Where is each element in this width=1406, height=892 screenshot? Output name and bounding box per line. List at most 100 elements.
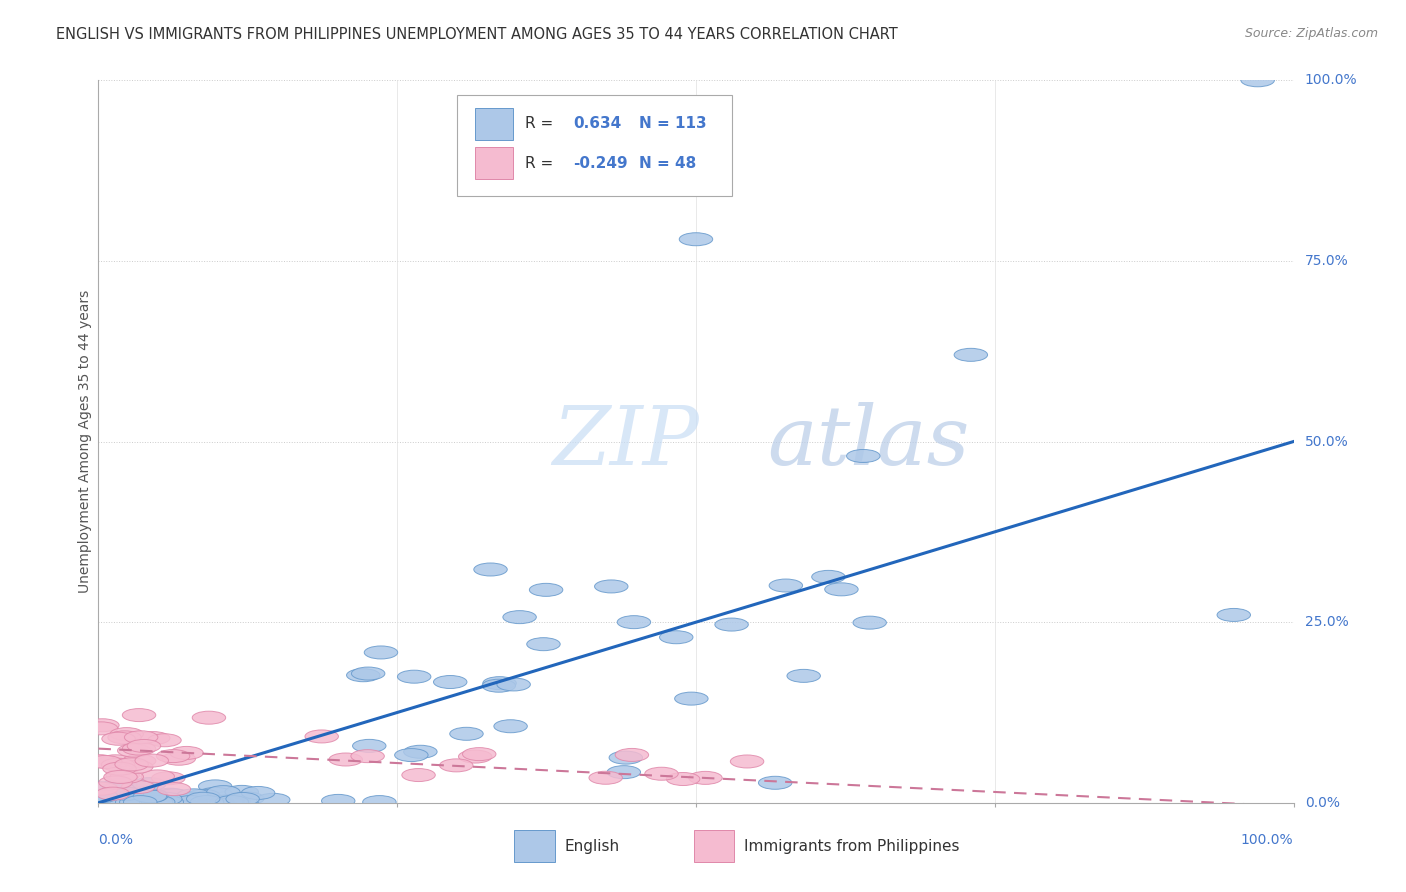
Ellipse shape — [86, 792, 120, 805]
Ellipse shape — [170, 747, 204, 759]
Ellipse shape — [433, 675, 467, 689]
Text: atlas: atlas — [768, 401, 970, 482]
Ellipse shape — [105, 790, 138, 803]
Ellipse shape — [148, 734, 181, 747]
Ellipse shape — [98, 755, 132, 768]
Ellipse shape — [156, 749, 190, 763]
Ellipse shape — [86, 791, 120, 804]
Ellipse shape — [124, 731, 157, 744]
Ellipse shape — [187, 789, 219, 802]
Ellipse shape — [146, 796, 180, 808]
Ellipse shape — [482, 679, 516, 692]
Ellipse shape — [142, 796, 174, 808]
Ellipse shape — [124, 796, 157, 808]
Text: 100.0%: 100.0% — [1305, 73, 1357, 87]
Text: 0.0%: 0.0% — [98, 833, 134, 847]
Ellipse shape — [84, 796, 118, 808]
Ellipse shape — [494, 720, 527, 732]
Ellipse shape — [118, 790, 152, 803]
Ellipse shape — [105, 769, 139, 782]
Text: R =: R = — [524, 116, 558, 131]
Ellipse shape — [117, 791, 150, 804]
Text: Immigrants from Philippines: Immigrants from Philippines — [744, 838, 959, 854]
Ellipse shape — [714, 618, 748, 631]
Ellipse shape — [84, 790, 118, 804]
Text: -0.249: -0.249 — [572, 156, 627, 171]
Ellipse shape — [169, 796, 202, 808]
Ellipse shape — [121, 796, 155, 808]
Ellipse shape — [187, 792, 219, 805]
Ellipse shape — [162, 752, 195, 765]
Ellipse shape — [329, 753, 363, 766]
Ellipse shape — [139, 793, 173, 805]
Ellipse shape — [955, 349, 987, 361]
Ellipse shape — [135, 789, 169, 803]
Ellipse shape — [193, 711, 226, 724]
Ellipse shape — [110, 788, 143, 800]
Text: 75.0%: 75.0% — [1305, 254, 1348, 268]
Text: R =: R = — [524, 156, 558, 171]
Ellipse shape — [463, 747, 496, 761]
Ellipse shape — [846, 450, 880, 462]
Ellipse shape — [458, 750, 492, 763]
Ellipse shape — [198, 796, 232, 808]
Ellipse shape — [352, 667, 385, 680]
Ellipse shape — [198, 788, 232, 800]
Ellipse shape — [530, 583, 562, 597]
Ellipse shape — [112, 789, 146, 803]
Ellipse shape — [174, 792, 208, 805]
Ellipse shape — [124, 796, 156, 808]
Ellipse shape — [787, 669, 821, 682]
Ellipse shape — [645, 767, 678, 780]
Ellipse shape — [84, 781, 118, 795]
Ellipse shape — [90, 794, 122, 806]
Text: English: English — [565, 838, 620, 854]
Ellipse shape — [1241, 74, 1274, 87]
Ellipse shape — [589, 772, 623, 784]
Ellipse shape — [139, 796, 173, 808]
Ellipse shape — [758, 776, 792, 789]
Ellipse shape — [135, 754, 169, 767]
Ellipse shape — [595, 580, 628, 593]
Ellipse shape — [398, 670, 430, 683]
Ellipse shape — [214, 795, 247, 807]
Ellipse shape — [209, 796, 243, 808]
Ellipse shape — [177, 789, 211, 802]
Ellipse shape — [217, 795, 250, 808]
Text: 25.0%: 25.0% — [1305, 615, 1348, 629]
Ellipse shape — [482, 677, 516, 690]
Ellipse shape — [103, 762, 136, 775]
Ellipse shape — [474, 563, 508, 576]
Ellipse shape — [118, 788, 150, 801]
Text: 0.634: 0.634 — [572, 116, 621, 131]
Ellipse shape — [93, 789, 127, 803]
Ellipse shape — [142, 795, 174, 808]
Ellipse shape — [811, 570, 845, 583]
Text: ZIP: ZIP — [553, 401, 699, 482]
Text: ENGLISH VS IMMIGRANTS FROM PHILIPPINES UNEMPLOYMENT AMONG AGES 35 TO 44 YEARS CO: ENGLISH VS IMMIGRANTS FROM PHILIPPINES U… — [56, 27, 898, 42]
Ellipse shape — [346, 669, 380, 681]
Ellipse shape — [84, 789, 118, 803]
Ellipse shape — [666, 772, 700, 786]
Ellipse shape — [153, 789, 187, 801]
FancyBboxPatch shape — [693, 830, 734, 862]
Ellipse shape — [150, 796, 184, 808]
Ellipse shape — [242, 787, 274, 799]
FancyBboxPatch shape — [475, 108, 513, 139]
Ellipse shape — [305, 730, 339, 743]
Ellipse shape — [679, 233, 713, 245]
Ellipse shape — [152, 772, 186, 785]
Ellipse shape — [395, 748, 427, 762]
Ellipse shape — [110, 728, 143, 740]
Ellipse shape — [157, 782, 191, 796]
Ellipse shape — [607, 765, 641, 779]
Ellipse shape — [169, 791, 202, 805]
FancyBboxPatch shape — [457, 95, 733, 196]
Ellipse shape — [450, 727, 484, 740]
Ellipse shape — [110, 771, 143, 783]
Ellipse shape — [211, 794, 245, 807]
Ellipse shape — [174, 796, 207, 808]
Ellipse shape — [226, 792, 259, 805]
Ellipse shape — [134, 789, 166, 803]
Ellipse shape — [98, 776, 132, 789]
